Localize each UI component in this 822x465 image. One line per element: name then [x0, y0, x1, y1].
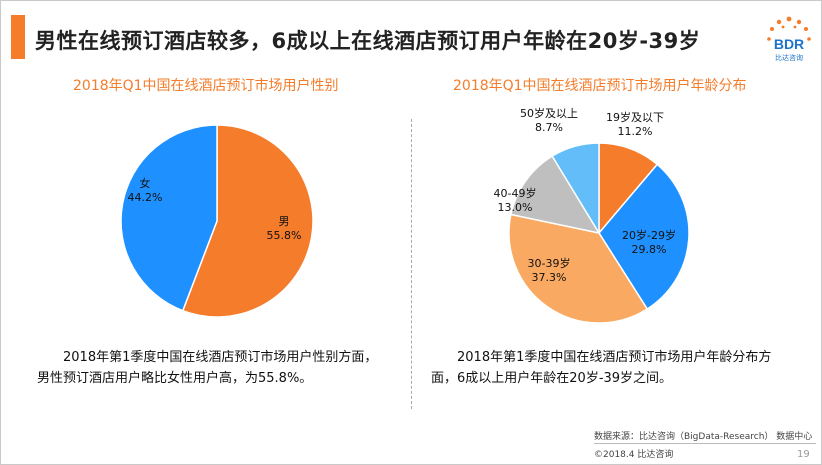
pie-slice: [508, 213, 649, 324]
title-accent-bar: [11, 15, 25, 59]
slice-label-name: 50岁及以上: [520, 106, 578, 120]
slice-label: 男 55.8%: [267, 215, 302, 242]
gender-chart-title: 2018年Q1中国在线酒店预订市场用户性别: [73, 78, 339, 94]
slice-label-name: 40-49岁: [494, 186, 537, 200]
gender-pie-chart: 男 55.8% 女 44.2%: [120, 124, 314, 318]
bdr-logo: BDR 比达咨询: [767, 16, 811, 62]
slice-label-value: 37.3%: [532, 271, 567, 284]
page-number: 19: [797, 449, 810, 460]
footer-rule: [594, 443, 816, 444]
slice-label-value: 11.2%: [618, 125, 653, 138]
slice-label-name: 19岁及以下: [606, 110, 664, 124]
age-pie-chart: 19岁及以下 11.2% 20岁-29岁 29.8% 30-39岁 37.3% 40-49岁…: [494, 106, 690, 324]
slice-label-name: 30-39岁: [528, 256, 571, 270]
logo-subtext: 比达咨询: [775, 53, 803, 62]
slice-label: 19岁及以下 11.2%: [606, 110, 664, 138]
slice-label-name: 女: [140, 176, 151, 190]
slice-label-value: 13.0%: [498, 201, 533, 214]
logo-text: BDR: [774, 36, 804, 52]
slice-label-name: 20岁-29岁: [622, 228, 676, 242]
slice-label: 女 44.2%: [128, 176, 163, 204]
pie-slice: [551, 142, 600, 236]
data-source: 数据来源：比达咨询（BigData-Research） 数据中心: [594, 432, 813, 442]
gender-caption: 2018年第1季度中国在线酒店预订市场用户性别方面，男性预订酒店用户略比女性用户…: [37, 350, 378, 386]
slice-label: 50岁及以上 8.7%: [520, 106, 578, 134]
copyright: ©2018.4 比达咨询: [594, 450, 674, 460]
section-divider: [411, 119, 412, 409]
slice-label-name: 男: [279, 215, 290, 228]
slice-label: 20岁-29岁 29.8%: [622, 228, 676, 256]
slice-label-value: 44.2%: [128, 191, 163, 204]
pie-slice: [181, 124, 314, 318]
slice-label-value: 8.7%: [535, 121, 563, 134]
slice-label: 40-49岁 13.0%: [494, 186, 537, 214]
slice-label-value: 29.8%: [632, 243, 667, 256]
age-chart-title: 2018年Q1中国在线酒店预订市场用户年龄分布: [453, 78, 747, 94]
headline: 男性在线预订酒店较多，6成以上在线酒店预订用户年龄在20岁-39岁: [35, 29, 701, 53]
logo-ring: [767, 16, 811, 41]
age-caption: 2018年第1季度中国在线酒店预订市场用户年龄分布方面，6成以上用户年龄在20岁…: [431, 350, 772, 386]
pie-slice: [598, 163, 690, 311]
pie-slice: [598, 142, 659, 236]
pie-slice: [120, 124, 218, 312]
pie-slice: [510, 155, 601, 235]
slice-label: 30-39岁 37.3%: [528, 256, 571, 284]
slice-label-value: 55.8%: [267, 229, 302, 242]
